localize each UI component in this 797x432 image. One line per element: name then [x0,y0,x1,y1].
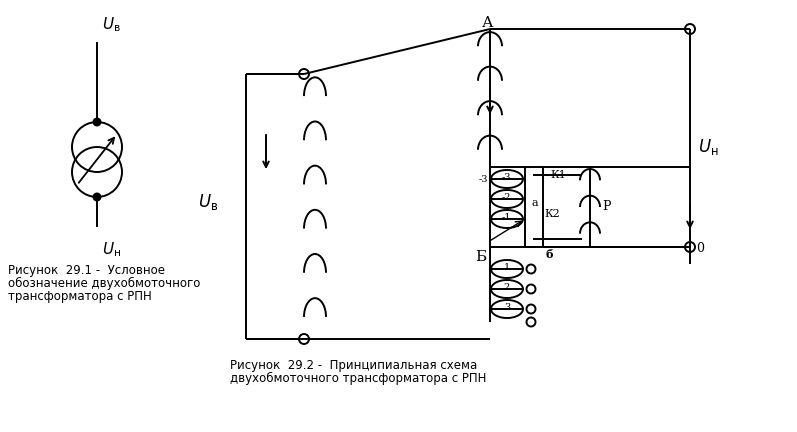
Text: Б: Б [475,250,486,264]
Text: $U_{\text{н}}$: $U_{\text{н}}$ [698,137,719,157]
Text: 1: 1 [504,264,510,273]
Text: б: б [545,249,553,260]
Text: Р: Р [602,200,611,213]
Text: 2: 2 [504,283,510,292]
Text: 0: 0 [696,242,704,255]
Text: $U_{\text{в}}$: $U_{\text{в}}$ [102,15,121,34]
Text: 3: 3 [504,304,510,312]
Text: Рисунок  29.1 -  Условное: Рисунок 29.1 - Условное [8,264,165,277]
Text: -3: -3 [501,174,511,182]
Text: $U_{\text{н}}$: $U_{\text{н}}$ [102,240,121,259]
Text: К2: К2 [544,209,559,219]
Text: Рисунок  29.2 -  Принципиальная схема: Рисунок 29.2 - Принципиальная схема [230,359,477,372]
Text: обозначение двухобмоточного: обозначение двухобмоточного [8,277,200,290]
Text: а: а [532,198,538,208]
Text: двухобмоточного трансформатора с РПН: двухобмоточного трансформатора с РПН [230,372,486,385]
Text: К1: К1 [550,170,566,180]
Text: А: А [482,16,494,30]
Circle shape [93,118,100,126]
Text: -1: -1 [501,213,511,222]
Text: трансформатора с РПН: трансформатора с РПН [8,290,151,303]
Text: $U_{\text{в}}$: $U_{\text{в}}$ [198,192,218,212]
Text: -3: -3 [478,175,488,184]
Text: -2: -2 [501,194,511,203]
Bar [525,167,590,247]
Circle shape [93,194,100,200]
